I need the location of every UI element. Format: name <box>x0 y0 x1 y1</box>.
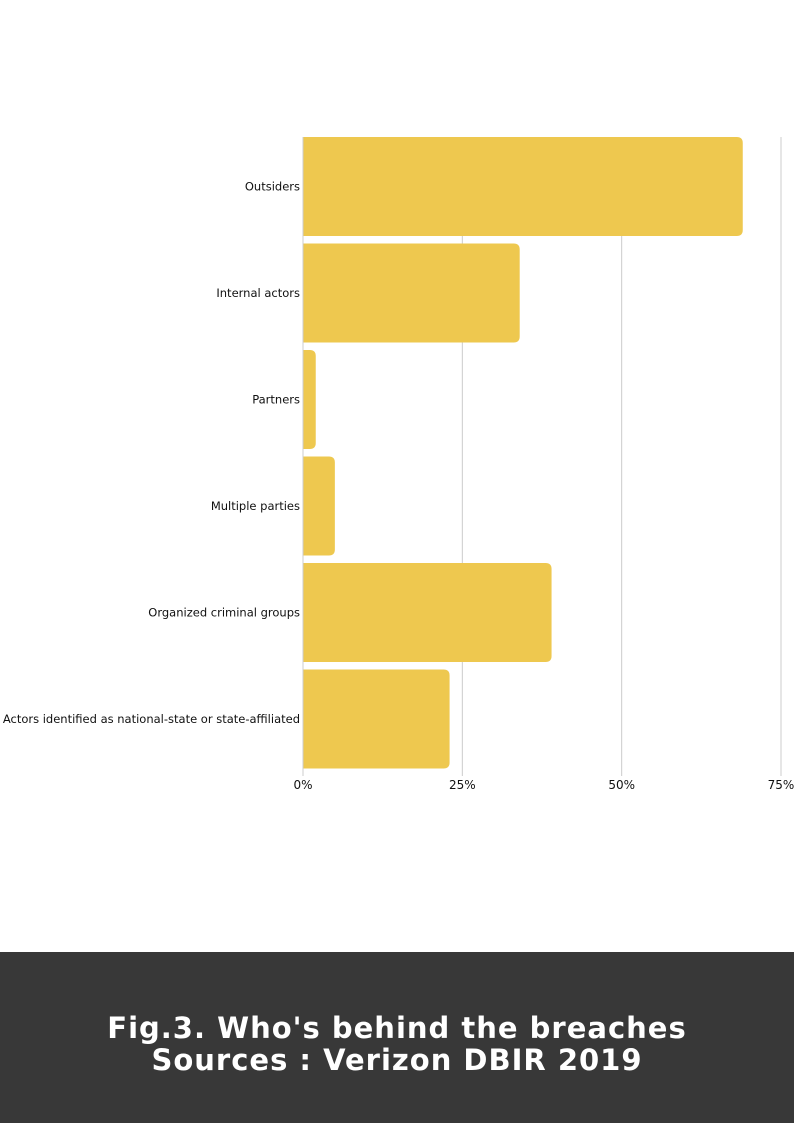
caption-footer: Fig.3. Who's behind the breaches Sources… <box>0 952 794 1123</box>
bar-6 <box>303 669 450 769</box>
category-label: Actors identified as national-state or s… <box>3 712 300 726</box>
bar-5 <box>303 563 552 662</box>
x-tick-label: 50% <box>608 778 635 792</box>
chart-svg: Outsiders Internal actors Partners Multiple… <box>3 137 794 792</box>
bar-chart: Outsiders Internal actors Partners Multiple… <box>3 137 794 792</box>
caption-title: Fig.3. Who's behind the breaches <box>107 1010 687 1045</box>
caption-source: Sources : Verizon DBIR 2019 <box>151 1042 643 1077</box>
bar-2 <box>303 243 520 343</box>
figure-caption: Fig.3. Who's behind the breaches Sources… <box>107 1012 686 1076</box>
category-label: Internal actors <box>216 286 300 300</box>
category-label: Organized criminal groups <box>148 606 300 620</box>
x-tick-label: 0% <box>293 778 312 792</box>
bar-3 <box>303 350 316 449</box>
category-label: Multiple parties <box>211 499 300 513</box>
category-label: Partners <box>252 393 300 407</box>
bar-1 <box>303 137 743 236</box>
bar-4 <box>303 456 335 556</box>
x-tick-label: 25% <box>449 778 476 792</box>
x-tick-label: 75% <box>768 778 794 792</box>
category-label: Outsiders <box>245 180 300 194</box>
